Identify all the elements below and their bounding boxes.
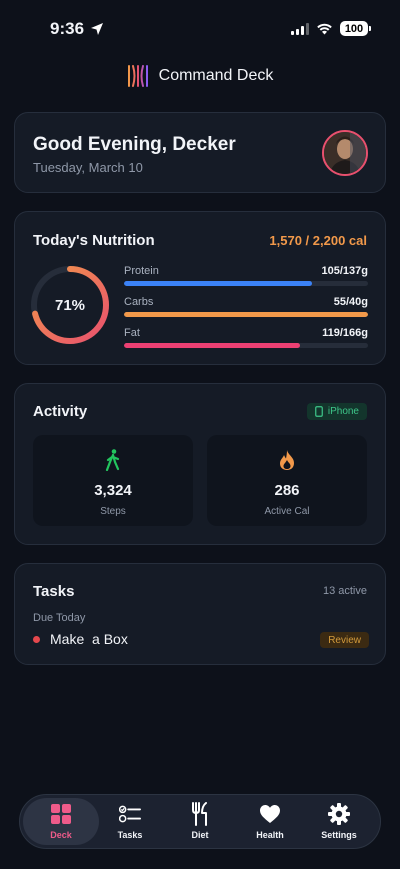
- greeting-card: Good Evening, Decker Tuesday, March 10: [14, 112, 386, 193]
- cellular-signal-icon: [291, 22, 309, 35]
- tasks-card[interactable]: Tasks 13 active Due Today Make a Box Rev…: [14, 563, 386, 665]
- location-arrow-icon: [91, 23, 104, 35]
- tab-bar: Deck Tasks Diet Health: [19, 794, 381, 849]
- device-name: iPhone: [327, 406, 359, 417]
- greeting-title: Good Evening, Decker: [33, 134, 236, 155]
- tasks-count: 13 active: [322, 585, 367, 597]
- heart-icon: [260, 805, 280, 823]
- app-logo-icon: [127, 65, 148, 87]
- tab-label: Deck: [50, 830, 72, 840]
- macro-progress-fill: [124, 343, 300, 348]
- fork-knife-icon: [192, 802, 207, 826]
- calorie-percent: 71%: [54, 296, 86, 314]
- steps-value: 3,324: [94, 482, 132, 499]
- phone-icon: [315, 406, 323, 417]
- macro-progress-track: [124, 281, 368, 286]
- macro-name: Fat: [124, 327, 140, 339]
- tab-diet[interactable]: Diet: [162, 798, 238, 845]
- macro-progress-track: [124, 343, 368, 348]
- tab-health[interactable]: Health: [232, 798, 308, 845]
- greeting-date: Tuesday, March 10: [33, 160, 143, 175]
- tab-settings[interactable]: Settings: [301, 798, 377, 845]
- avatar-portrait-icon: [324, 132, 366, 174]
- tab-label: Diet: [191, 830, 209, 840]
- battery-level: 100: [344, 22, 364, 35]
- macro-progress-fill: [124, 312, 368, 317]
- tasks-title: Tasks: [33, 583, 75, 600]
- macro-name: Carbs: [124, 296, 154, 308]
- flame-icon: [280, 450, 294, 470]
- tab-label: Settings: [321, 830, 357, 840]
- active-cal-value: 286: [274, 482, 300, 499]
- checklist-icon: [119, 805, 141, 823]
- task-text: Make a Box: [50, 631, 128, 647]
- gear-icon: [328, 803, 350, 825]
- task-status-badge: Review: [320, 632, 369, 648]
- tab-label: Health: [256, 830, 284, 840]
- wifi-icon: [317, 23, 332, 34]
- nutrition-card[interactable]: Today's Nutrition 1,570 / 2,200 cal 71% …: [14, 211, 386, 365]
- avatar[interactable]: [322, 130, 368, 176]
- nutrition-calorie-total: 1,570 / 2,200 cal: [269, 233, 367, 248]
- status-bar: 9:36 100: [0, 0, 400, 56]
- active-cal-label: Active Cal: [264, 506, 310, 517]
- calorie-progress-ring: [31, 266, 109, 344]
- activity-card[interactable]: Activity iPhone 3,324 Steps 286 Active C…: [14, 383, 386, 545]
- macro-value: 105/137g: [321, 265, 368, 277]
- tasks-due-label: Due Today: [33, 612, 86, 624]
- status-indicators: 100: [291, 21, 371, 36]
- walking-icon: [105, 449, 120, 471]
- battery-icon: 100: [340, 21, 371, 36]
- active-cal-tile[interactable]: 286 Active Cal: [207, 435, 367, 526]
- macro-name: Protein: [124, 265, 159, 277]
- device-badge: iPhone: [306, 403, 367, 420]
- status-time: 9:36: [50, 19, 104, 39]
- tab-label: Tasks: [117, 830, 143, 840]
- macro-progress-fill: [124, 281, 312, 286]
- macro-value: 119/166g: [322, 327, 368, 339]
- macro-protein: Protein 105/137g: [124, 265, 368, 293]
- tab-deck[interactable]: Deck: [23, 798, 99, 845]
- nutrition-title: Today's Nutrition: [33, 232, 155, 249]
- steps-tile[interactable]: 3,324 Steps: [33, 435, 193, 526]
- macro-value: 55/40g: [333, 296, 368, 308]
- macro-carbs: Carbs 55/40g: [124, 296, 368, 324]
- activity-title: Activity: [33, 403, 88, 420]
- macro-progress-track: [124, 312, 368, 317]
- macro-fat: Fat 119/166g: [124, 327, 368, 355]
- app-title: Command Deck: [158, 67, 274, 84]
- status-time-text: 9:36: [50, 19, 85, 38]
- tab-tasks[interactable]: Tasks: [92, 798, 168, 845]
- task-item[interactable]: Make a Box Review: [33, 631, 369, 649]
- app-header: Command Deck: [0, 62, 400, 90]
- priority-dot-icon: [33, 636, 40, 643]
- steps-label: Steps: [100, 506, 126, 517]
- grid-icon: [51, 804, 71, 824]
